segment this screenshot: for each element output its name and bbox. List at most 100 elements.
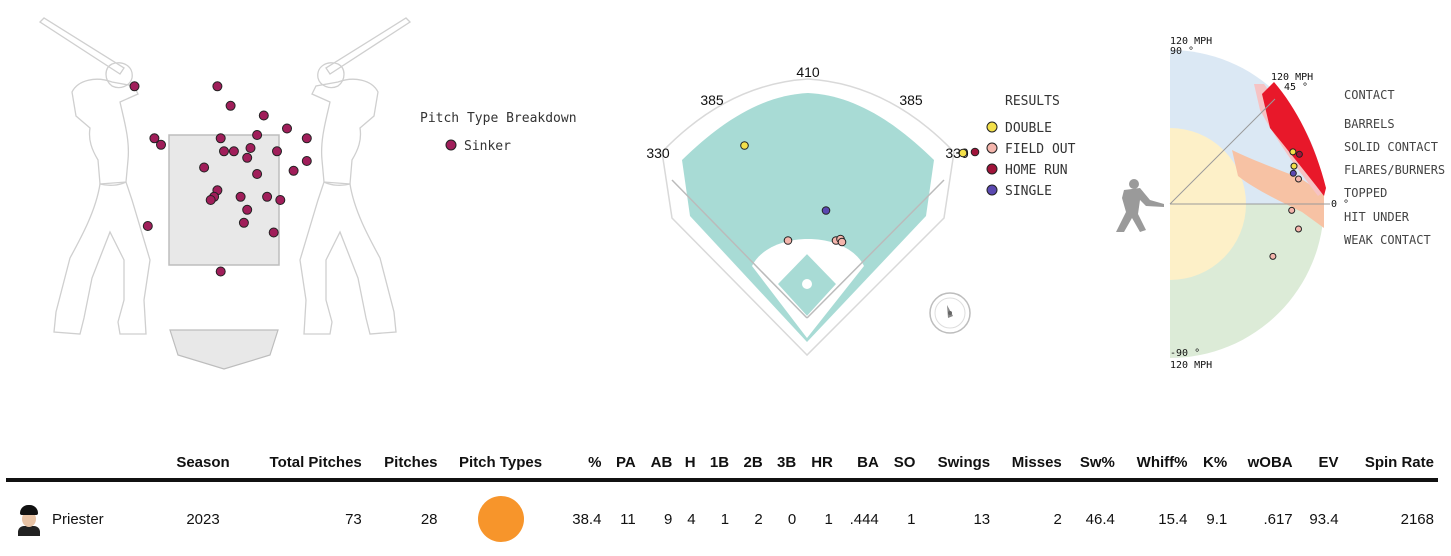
hit-point (783, 236, 793, 245)
pitch-point (215, 266, 226, 277)
header-swings: Swings (937, 453, 991, 471)
legend-double-label: DOUBLE (1005, 121, 1052, 136)
contact-panel: 120 MPH 90 ° 120 MPH 45 ° 0 ° -90 ° 120 … (1116, 36, 1445, 371)
cell-ev: 93.4 (1309, 510, 1339, 528)
pitch-point (225, 100, 236, 111)
zone-label-solid-contact: SOLID CONTACT (1344, 140, 1438, 154)
header-k-pct: K% (1203, 453, 1228, 471)
pitch-point (252, 130, 263, 140)
cell-k-pct: 9.1 (1206, 510, 1228, 528)
contact-point (1269, 252, 1277, 260)
zone-label-topped: TOPPED (1344, 186, 1387, 200)
field-grass (682, 93, 934, 342)
batter-silhouette-icon (38, 17, 151, 335)
contact-point (1295, 225, 1302, 233)
batter-silhouette-icon (299, 17, 412, 335)
cell-woba: .617 (1263, 510, 1293, 528)
zone-label-weak-contact: WEAK CONTACT (1344, 233, 1431, 247)
header-ba: BA (857, 453, 879, 471)
cell-pa: 11 (620, 510, 636, 528)
cell-total-pitches: 73 (345, 510, 362, 528)
header-season: Season (176, 453, 230, 471)
pitch-point (288, 165, 299, 176)
header-3b: 3B (777, 453, 797, 471)
zone-flares-burners (1232, 150, 1324, 228)
pitch-point (212, 81, 223, 92)
legend-field-out-dot (986, 142, 998, 154)
header-2b: 2B (743, 453, 763, 471)
pitch-point (272, 146, 282, 157)
pitch-point (252, 169, 263, 179)
pitch-point (242, 204, 253, 215)
pitch-point (238, 217, 249, 228)
contact-point (1295, 175, 1302, 183)
batter-swing-icon (1116, 179, 1164, 232)
legend-single-dot (986, 184, 998, 196)
pitch-point (149, 133, 160, 144)
field-panel: 330 385 410 385 330 RESULTS DOUBLE FIELD… (646, 64, 1076, 357)
header-so: SO (893, 453, 916, 471)
label-bottom-speed: 120 MPH (1170, 360, 1212, 371)
cell-whiff-pct: 15.4 (1158, 510, 1188, 528)
pitch-point (301, 156, 312, 166)
legend-home-run-label: HOME RUN (1005, 163, 1068, 178)
stats-table: Season Total Pitches Pitches Pitch Types… (6, 446, 1438, 556)
cell-pitches: 28 (420, 510, 438, 528)
cell-spin-rate: 2168 (1400, 510, 1434, 528)
zone-label-hit-under: HIT UNDER (1344, 210, 1410, 224)
legend-sinker-label: Sinker (464, 139, 511, 154)
header-misses: Misses (1011, 453, 1062, 471)
tick-label-rcf: 385 (899, 92, 923, 108)
cell-so: 1 (907, 510, 916, 528)
foul-line-right (806, 179, 945, 319)
pitch-point (129, 81, 140, 92)
cell-3b: 0 (787, 510, 797, 528)
pitch-type-swatch (477, 496, 524, 542)
cell-2b: 2 (754, 510, 763, 528)
foul-line-left (671, 179, 808, 319)
cell-sw-pct: 46.4 (1085, 510, 1115, 528)
hit-point (958, 148, 968, 158)
header-sw-pct: Sw% (1079, 453, 1115, 471)
pitch-point (268, 227, 279, 238)
hit-point (837, 237, 847, 247)
pitch-point (199, 162, 210, 173)
pitch-point (219, 146, 229, 157)
cell-1b: 1 (720, 510, 730, 528)
pitch-point (262, 191, 273, 202)
hit-point (740, 141, 749, 150)
header-h: H (684, 453, 696, 471)
player-avatar-icon (16, 502, 42, 536)
contact-point (1289, 169, 1297, 177)
label-bottom-angle: -90 ° (1170, 348, 1200, 359)
header-percent: % (588, 453, 602, 471)
contact-point (1289, 148, 1297, 156)
label-diag-angle: 45 ° (1284, 82, 1308, 93)
header-1b: 1B (709, 453, 730, 471)
header-pitches: Pitches (384, 453, 438, 471)
label-diag-speed: 120 MPH (1271, 72, 1313, 83)
table-row: Priester 2023 73 28 38.4 11 9 4 1 2 0 1 … (6, 480, 1438, 556)
header-woba: wOBA (1247, 453, 1293, 471)
player-name: Priester (52, 510, 104, 528)
legend-field-out-label: FIELD OUT (1005, 142, 1076, 157)
header-ev: EV (1318, 453, 1339, 471)
cell-ab: 9 (663, 510, 673, 528)
strike-zone-panel: Pitch Type Breakdown Sinker (38, 17, 577, 370)
pitch-point (301, 133, 312, 144)
cell-hr: 1 (824, 510, 833, 528)
compass-icon (929, 292, 971, 334)
zone-label-flares-burners: FLARES/BURNERS (1344, 163, 1445, 177)
pitch-point (245, 143, 256, 153)
cell-swings: 13 (973, 510, 991, 528)
zone-label-barrels: BARRELS (1344, 117, 1395, 131)
legend-home-run-dot (986, 163, 998, 175)
cell-player: Priester (6, 480, 164, 556)
strike-zone-box (168, 134, 280, 266)
tick-label-lcf: 385 (700, 92, 724, 108)
pitch-point (142, 221, 153, 231)
tick-label-cf: 410 (796, 64, 820, 80)
header-pitch-types: Pitch Types (458, 453, 543, 471)
zone-barrels (1262, 82, 1326, 196)
pitch-legend-title: Pitch Type Breakdown (420, 111, 577, 126)
